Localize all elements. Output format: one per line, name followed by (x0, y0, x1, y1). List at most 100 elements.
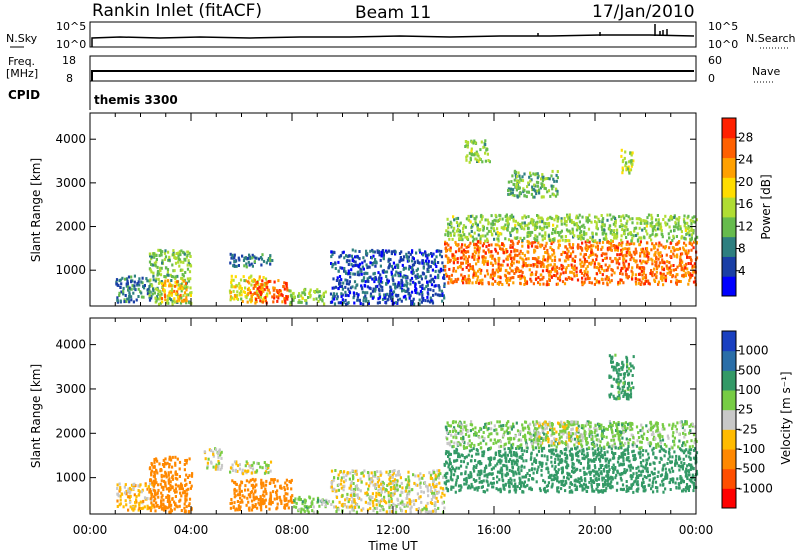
data-cell (647, 255, 650, 259)
data-cell (487, 243, 491, 247)
data-cell (539, 264, 542, 268)
data-cell (569, 453, 572, 457)
data-cell (391, 293, 394, 297)
data-cell (586, 216, 589, 220)
data-cell (177, 260, 180, 264)
data-cell (446, 260, 450, 264)
data-cell (646, 250, 649, 254)
data-cell (590, 281, 593, 285)
data-cell (360, 286, 364, 290)
data-cell (391, 493, 394, 497)
data-cell (235, 296, 238, 300)
data-cell (492, 274, 496, 277)
data-cell (500, 226, 503, 230)
data-cell (185, 458, 188, 462)
data-cell (661, 272, 664, 276)
data-cell (283, 287, 286, 291)
data-cell (649, 234, 652, 238)
data-cell (583, 226, 586, 230)
data-cell (453, 232, 456, 236)
data-cell (264, 498, 267, 502)
data-cell (269, 494, 273, 498)
data-cell (484, 256, 487, 260)
data-cell (245, 265, 248, 269)
data-cell (588, 281, 591, 284)
data-cell (392, 485, 395, 489)
data-cell (615, 236, 618, 240)
data-cell (689, 273, 692, 277)
data-cell (563, 216, 566, 220)
data-cell (506, 221, 509, 225)
data-cell (443, 493, 446, 497)
data-cell (354, 260, 357, 264)
data-cell (541, 185, 544, 188)
data-cell (533, 195, 536, 199)
data-cell (508, 192, 511, 196)
data-cell (150, 471, 153, 475)
data-cell (303, 509, 306, 513)
data-cell (499, 263, 503, 267)
data-cell (544, 231, 547, 235)
data-cell (166, 506, 169, 510)
data-cell (689, 257, 693, 261)
data-cell (548, 239, 551, 242)
data-cell (231, 253, 234, 257)
data-cell (585, 249, 589, 252)
data-cell (692, 246, 695, 250)
data-cell (143, 284, 146, 287)
data-cell (135, 495, 138, 499)
data-cell (583, 262, 586, 266)
data-cell (333, 476, 336, 480)
data-cell (375, 498, 378, 502)
data-cell (269, 491, 272, 495)
data-cell (571, 227, 574, 231)
data-cell (269, 499, 273, 503)
data-cell (174, 461, 177, 465)
data-cell (671, 274, 674, 278)
data-cell (546, 280, 549, 284)
data-cell (533, 183, 536, 187)
data-cell (608, 264, 611, 268)
data-cell (170, 290, 174, 294)
colorbar-segment (722, 177, 736, 198)
data-cell (498, 232, 502, 235)
data-cell (160, 251, 163, 255)
data-cell (348, 486, 351, 490)
colorbar-segment (722, 276, 736, 297)
data-cell (299, 498, 302, 501)
data-cell (540, 273, 543, 277)
data-cell (661, 278, 664, 282)
data-cell (582, 223, 585, 227)
data-cell (255, 496, 258, 500)
data-cell (439, 486, 442, 490)
data-cell (477, 233, 480, 237)
data-cell (510, 482, 513, 486)
data-cell (419, 495, 422, 499)
data-cell (431, 268, 434, 272)
data-cell (560, 235, 563, 239)
data-cell (653, 267, 656, 271)
data-cell (377, 488, 380, 492)
data-cell (610, 248, 613, 252)
data-cell (505, 278, 508, 282)
data-cell (489, 275, 492, 279)
data-cell (300, 507, 303, 511)
data-cell (232, 469, 235, 472)
data-cell (579, 252, 582, 256)
data-cell (164, 249, 167, 253)
data-cell (266, 285, 269, 289)
data-cell (347, 269, 350, 273)
data-cell (595, 226, 598, 230)
data-cell (456, 244, 459, 248)
data-cell (389, 292, 392, 296)
data-cell (586, 451, 589, 455)
data-cell (116, 296, 119, 300)
data-cell (167, 273, 170, 277)
data-cell (178, 467, 181, 471)
data-cell (483, 450, 486, 454)
data-cell (661, 274, 664, 278)
data-cell (251, 463, 254, 467)
data-cell (388, 510, 391, 514)
